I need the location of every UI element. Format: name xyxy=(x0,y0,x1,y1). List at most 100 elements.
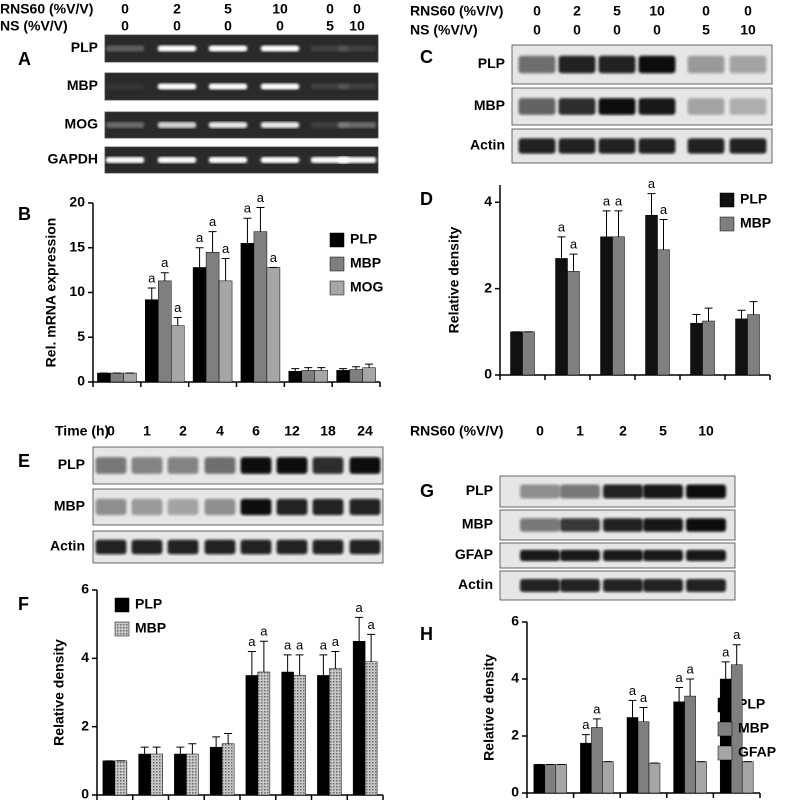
y-tick-label: 4 xyxy=(81,649,89,665)
band xyxy=(276,498,308,516)
row-label: GAPDH xyxy=(47,151,98,167)
band xyxy=(167,539,199,555)
band xyxy=(131,457,163,474)
row-label: PLP xyxy=(71,39,98,55)
bar xyxy=(102,760,116,796)
y-tick-label: 6 xyxy=(81,581,89,597)
bar xyxy=(257,671,271,796)
legend-swatch xyxy=(717,697,733,713)
significance-label: a xyxy=(332,634,340,649)
legend-swatch xyxy=(717,745,733,761)
significance-label: a xyxy=(368,617,376,632)
bar xyxy=(186,753,199,796)
bar xyxy=(522,331,535,376)
band xyxy=(518,138,556,154)
error-bar xyxy=(732,644,741,665)
band xyxy=(598,55,636,74)
error-bar xyxy=(176,746,185,754)
y-tick-label: 2 xyxy=(484,279,492,295)
significance-label: a xyxy=(257,190,265,205)
panel-label: H xyxy=(420,624,433,644)
bar xyxy=(138,753,151,796)
band xyxy=(337,45,377,52)
y-tick-label: 2 xyxy=(511,727,519,743)
error-bar xyxy=(592,718,601,728)
y-tick-label: 4 xyxy=(511,670,519,686)
row-label: PLP xyxy=(466,482,493,498)
bar xyxy=(150,753,163,796)
header-label: RNS60 (%V/V) xyxy=(410,3,503,19)
row-label: PLP xyxy=(58,456,85,472)
panel-label: F xyxy=(18,594,29,614)
band xyxy=(131,498,163,516)
band xyxy=(603,578,643,593)
band xyxy=(603,518,643,532)
band xyxy=(638,138,676,154)
band xyxy=(95,539,127,555)
y-tick-label: 20 xyxy=(69,194,85,210)
error-bar xyxy=(208,231,217,253)
legend-swatch xyxy=(329,280,345,296)
row-label: GFAP xyxy=(455,546,493,562)
band xyxy=(208,122,248,128)
band xyxy=(260,45,300,52)
header-label: NS (%V/V) xyxy=(0,18,68,34)
significance-label: a xyxy=(209,214,217,229)
y-tick-label: 6 xyxy=(511,613,519,629)
band xyxy=(686,578,726,593)
error-bar xyxy=(602,210,611,237)
header-value: 6 xyxy=(252,423,260,439)
header-value: 2 xyxy=(179,423,187,439)
bar xyxy=(362,367,376,383)
bar xyxy=(114,760,128,796)
header-value: 5 xyxy=(224,1,232,17)
significance-label: a xyxy=(582,717,590,732)
header-value: 0 xyxy=(536,423,544,439)
header-value: 5 xyxy=(326,18,334,34)
header-value: 0 xyxy=(744,3,752,19)
error-bar xyxy=(304,367,313,371)
significance-label: a xyxy=(733,627,741,642)
header-value: 0 xyxy=(173,18,181,34)
significance-label: a xyxy=(356,600,364,615)
band xyxy=(598,138,636,154)
legend-label: PLP xyxy=(740,191,767,207)
header-value: 4 xyxy=(216,423,224,439)
significance-label: a xyxy=(686,661,694,676)
panel-label: D xyxy=(420,189,433,209)
significance-label: a xyxy=(660,202,668,217)
header-value: 0 xyxy=(533,22,541,38)
error-bar xyxy=(704,307,713,322)
y-tick-label: 0 xyxy=(511,784,519,800)
significance-label: a xyxy=(248,634,256,649)
legend-swatch xyxy=(114,597,130,613)
header-value: 10 xyxy=(272,1,288,17)
significance-label: a xyxy=(570,237,578,252)
error-bar xyxy=(243,217,252,244)
header-value: 0 xyxy=(613,22,621,38)
y-tick-label: 5 xyxy=(77,328,85,344)
band xyxy=(643,578,683,593)
row-label: Actin xyxy=(50,538,85,554)
bar xyxy=(600,236,613,376)
header-value: 24 xyxy=(357,423,373,439)
header-label: RNS60 (%V/V) xyxy=(0,1,93,17)
bar xyxy=(591,727,603,794)
error-bar xyxy=(195,247,204,268)
band xyxy=(157,83,197,90)
band xyxy=(598,98,636,115)
error-bar xyxy=(152,746,161,754)
header-label: RNS60 (%V/V) xyxy=(410,423,503,439)
significance-label: a xyxy=(558,219,566,234)
significance-label: a xyxy=(722,644,730,659)
significance-label: a xyxy=(296,637,304,652)
significance-label: a xyxy=(244,201,252,216)
header-value: 0 xyxy=(326,1,334,17)
band xyxy=(560,484,600,499)
band xyxy=(520,549,560,562)
error-bar xyxy=(224,733,233,744)
bar xyxy=(349,369,363,383)
header-value: 0 xyxy=(533,3,541,19)
bar xyxy=(580,742,592,794)
legend-label: MBP xyxy=(135,620,166,636)
